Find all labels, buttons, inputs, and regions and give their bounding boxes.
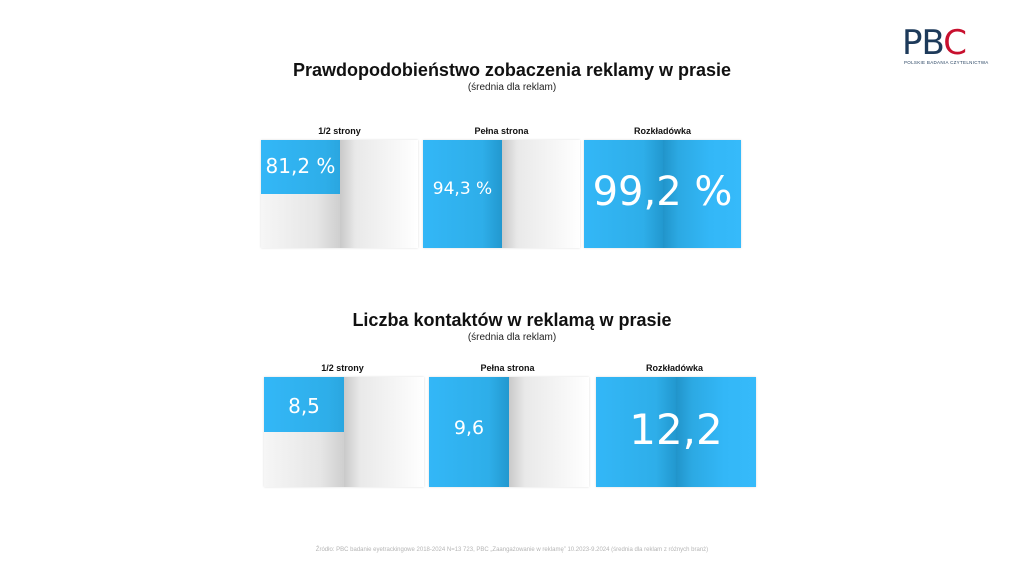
s1-full-ad-area (423, 140, 502, 248)
s1-page-half: 81,2 % (261, 140, 418, 248)
s1-page-full: 94,3 % (423, 140, 580, 248)
s2-value-half: 8,5 (288, 394, 320, 418)
pbc-logo: PBC POLSKIE BADANIA CZYTELNICTWA (902, 23, 989, 66)
s1-label-spread: Rozkładówka (633, 126, 691, 136)
s1-value-spread: 99,2 % (592, 169, 733, 215)
s2-spread-ad-left (596, 377, 676, 487)
s1-value-half: 81,2 % (265, 154, 336, 178)
logo-subtitle: POLSKIE BADANIA CZYTELNICTWA (904, 60, 989, 65)
logo-letters-c: C (943, 23, 967, 63)
section2-subtitle: (średnia dla reklam) (467, 332, 557, 343)
s2-label-spread: Rozkładówka (645, 363, 703, 373)
s2-label-half: 1/2 strony (321, 363, 364, 373)
s1-spread-ad-right (662, 140, 741, 248)
logo-letters-pb: PB (902, 23, 944, 63)
s1-half-ad-area (261, 140, 340, 194)
section2-title: Liczba kontaktów w reklamą w prasie (352, 310, 672, 330)
s2-half-ad-area (264, 377, 344, 432)
s2-page-spread: 12,2 (596, 377, 756, 487)
s2-page-half: 8,5 (264, 377, 424, 487)
s2-label-full: Pełna strona (480, 363, 535, 373)
s1-page-spread: 99,2 % (584, 140, 741, 248)
s1-spread-ad-left (584, 140, 663, 248)
section1-subtitle: (średnia dla reklam) (467, 82, 557, 93)
s1-label-full: Pełna strona (474, 126, 529, 136)
s1-value-full: 94,3 % (432, 179, 493, 199)
s2-value-full: 9,6 (453, 417, 485, 439)
s1-label-half: 1/2 strony (318, 126, 361, 136)
s2-value-spread: 12,2 (629, 405, 723, 454)
source-footnote: Źródło: PBC badanie eyetrackingowe 2018-… (315, 547, 709, 553)
s2-full-ad-area (429, 377, 509, 487)
s2-page-full: 9,6 (429, 377, 589, 487)
s2-spread-ad-right (676, 377, 756, 487)
logo-letters: PBC (902, 23, 967, 63)
section1-title: Prawdopodobieństwo zobaczenia reklamy w … (292, 60, 732, 80)
